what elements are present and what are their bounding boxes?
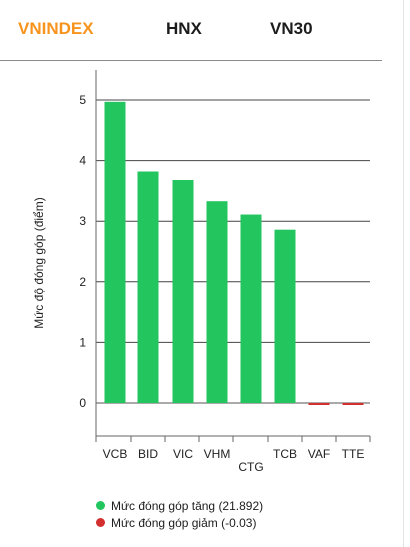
x-tick-label: VIC bbox=[173, 447, 193, 461]
tab-vnindex[interactable]: VNINDEX bbox=[18, 19, 94, 38]
bar-ctg bbox=[240, 214, 262, 403]
legend-item-increase: Mức đóng góp tăng (21.892) bbox=[96, 497, 263, 514]
contribution-chart: 0 1 2 3 4 5 Mức độ đóng góp (điểm) VCB BID VIC VHM… bbox=[32, 70, 371, 474]
bar-tte bbox=[342, 403, 364, 405]
x-tick-label: VHM bbox=[204, 447, 231, 461]
y-tick-label: 4 bbox=[79, 154, 86, 168]
y-tick-label: 1 bbox=[79, 335, 86, 349]
y-axis-label: Mức độ đóng góp (điểm) bbox=[32, 197, 46, 328]
x-tick-label: BID bbox=[138, 447, 158, 461]
x-tick-label: TTE bbox=[342, 447, 365, 461]
legend-item-decrease: Mức đóng góp giảm (-0.03) bbox=[96, 514, 263, 531]
chart-legend: Mức đóng góp tăng (21.892) Mức đóng góp … bbox=[96, 497, 263, 531]
index-tabs: VNINDEX HNX VN30 bbox=[0, 0, 382, 61]
y-tick-label: 5 bbox=[79, 93, 86, 107]
x-tick-label: CTG bbox=[238, 460, 263, 474]
y-tick-label: 2 bbox=[79, 275, 86, 289]
tab-vn30[interactable]: VN30 bbox=[270, 19, 313, 38]
bar-vaf bbox=[308, 403, 330, 405]
legend-decrease-label: Mức đóng góp giảm (-0.03) bbox=[111, 515, 257, 530]
bar-tcb bbox=[274, 229, 296, 403]
increase-dot-icon bbox=[96, 501, 105, 510]
y-tick-label: 3 bbox=[79, 214, 86, 228]
x-tick-label: VCB bbox=[103, 447, 128, 461]
decrease-dot-icon bbox=[96, 518, 105, 527]
bar-vic bbox=[172, 179, 194, 403]
bar-bid bbox=[137, 171, 159, 403]
x-tick-label: TCB bbox=[273, 447, 297, 461]
bar-vhm bbox=[206, 201, 228, 403]
panel-edge bbox=[403, 0, 404, 547]
tab-hnx[interactable]: HNX bbox=[166, 19, 202, 38]
legend-increase-label: Mức đóng góp tăng (21.892) bbox=[111, 498, 264, 513]
y-tick-label: 0 bbox=[79, 396, 86, 410]
bar-vcb bbox=[104, 101, 126, 404]
x-tick-label: VAF bbox=[308, 447, 330, 461]
